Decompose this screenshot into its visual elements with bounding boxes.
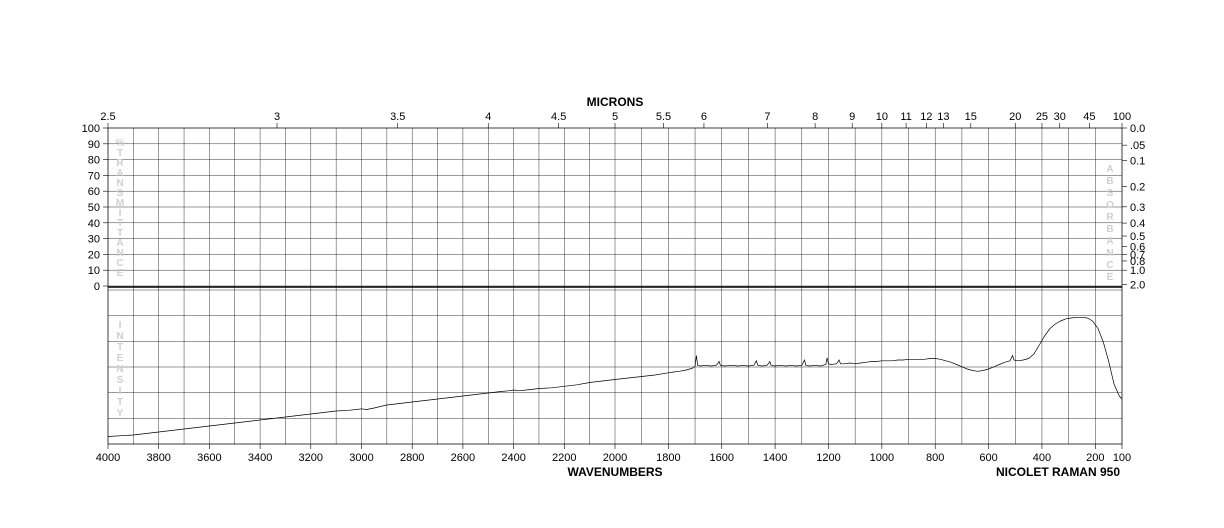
bottom-tick-label: 400 — [1033, 452, 1051, 464]
left-tick-label: 60 — [88, 186, 100, 198]
top-tick-label: 3 — [274, 111, 280, 123]
vertical-axis-letter: R — [1106, 212, 1114, 223]
vertical-axis-letter: O — [1106, 200, 1114, 211]
top-tick-label: 2.5 — [100, 111, 115, 123]
spectrum-chart: { "canvas": { "width": 1224, "height": 5… — [0, 0, 1224, 528]
top-tick-label: 30 — [1054, 111, 1066, 123]
bottom-tick-label: 3000 — [349, 452, 373, 464]
vertical-axis-letter: S — [117, 375, 124, 386]
right-tick-label: 0.3 — [1130, 202, 1145, 214]
top-tick-label: 13 — [937, 111, 949, 123]
right-tick-label: 1.0 — [1130, 265, 1145, 277]
vertical-axis-letter: B — [1106, 224, 1113, 235]
bottom-tick-label: 3800 — [146, 452, 170, 464]
vertical-axis-letter: T — [117, 397, 123, 408]
right-tick-label: 0.1 — [1130, 155, 1145, 167]
left-tick-label: 10 — [88, 265, 100, 277]
vertical-axis-letter: B — [1106, 176, 1113, 187]
vertical-axis-letter: E — [117, 268, 124, 279]
top-tick-label: 45 — [1083, 111, 1095, 123]
vertical-axis-letter: N — [116, 331, 123, 342]
vertical-axis-letter: C — [1106, 260, 1113, 271]
top-tick-label: 25 — [1036, 111, 1048, 123]
bottom-tick-label: 3400 — [248, 452, 272, 464]
bottom-tick-label: 200 — [1086, 452, 1104, 464]
top-tick-label: 20 — [1009, 111, 1021, 123]
left-tick-label: 40 — [88, 218, 100, 230]
top-tick-label: 3.5 — [390, 111, 405, 123]
right-tick-label: 0.0 — [1130, 123, 1145, 135]
left-tick-label: 70 — [88, 170, 100, 182]
right-tick-label: .05 — [1130, 140, 1145, 152]
bottom-tick-label: 1200 — [816, 452, 840, 464]
vertical-axis-letter: A — [1106, 164, 1113, 175]
bottom-tick-label: 4000 — [96, 452, 120, 464]
right-tick-label: 0.2 — [1130, 181, 1145, 193]
vertical-axis-letter: T — [117, 342, 123, 353]
left-tick-label: 80 — [88, 155, 100, 167]
top-tick-label: 9 — [849, 111, 855, 123]
top-tick-label: 5 — [612, 111, 618, 123]
bottom-tick-label: 3200 — [299, 452, 323, 464]
top-tick-label: 100 — [1113, 111, 1131, 123]
bottom-tick-label: 100 — [1113, 452, 1131, 464]
bottom-tick-label: 2000 — [603, 452, 627, 464]
top-tick-label: 4 — [485, 111, 491, 123]
spectrum-svg: 01020304050607080901000.0.050.10.20.30.4… — [0, 0, 1224, 528]
right-tick-label: 0.4 — [1130, 218, 1145, 230]
top-tick-label: 11 — [900, 111, 911, 123]
vertical-axis-letter: Y — [117, 408, 124, 419]
vertical-axis-letter: N — [1106, 248, 1113, 259]
bottom-tick-label: 600 — [979, 452, 997, 464]
top-tick-label: 7 — [764, 111, 770, 123]
left-tick-label: 30 — [88, 234, 100, 246]
top-axis-title: MICRONS — [587, 95, 644, 109]
left-tick-label: 90 — [88, 139, 100, 151]
vertical-axis-letter: I — [119, 320, 122, 331]
left-tick-label: 50 — [88, 202, 100, 214]
top-tick-label: 15 — [965, 111, 977, 123]
bottom-tick-label: 1600 — [709, 452, 733, 464]
right-tick-label: 2.0 — [1130, 279, 1145, 291]
top-tick-label: 8 — [812, 111, 818, 123]
bottom-tick-label: 2800 — [400, 452, 424, 464]
bottom-tick-label: 1000 — [870, 452, 894, 464]
top-tick-label: 4.5 — [551, 111, 566, 123]
vertical-axis-letter: E — [1107, 272, 1114, 283]
top-tick-label: 10 — [876, 111, 888, 123]
bottom-axis-title: WAVENUMBERS — [567, 465, 662, 479]
bottom-tick-label: 1400 — [763, 452, 787, 464]
bottom-tick-label: 2600 — [451, 452, 475, 464]
left-tick-label: 20 — [88, 249, 100, 261]
bottom-tick-label: 2400 — [501, 452, 525, 464]
bottom-tick-label: 2200 — [552, 452, 576, 464]
instrument-label: NICOLET RAMAN 950 — [996, 465, 1120, 479]
vertical-axis-letter: E — [117, 353, 124, 364]
vertical-axis-letter: I — [119, 386, 122, 397]
bottom-tick-label: 800 — [926, 452, 944, 464]
vertical-axis-letter: A — [1106, 236, 1113, 247]
left-tick-label: 100 — [82, 123, 100, 135]
vertical-axis-letter: S — [1107, 188, 1114, 199]
vertical-axis-letter: N — [116, 364, 123, 375]
left-tick-label: 0 — [94, 281, 100, 293]
top-tick-label: 5.5 — [656, 111, 671, 123]
bottom-tick-label: 1800 — [656, 452, 680, 464]
top-tick-label: 12 — [920, 111, 932, 123]
bottom-tick-label: 3600 — [197, 452, 221, 464]
top-tick-label: 6 — [701, 111, 707, 123]
